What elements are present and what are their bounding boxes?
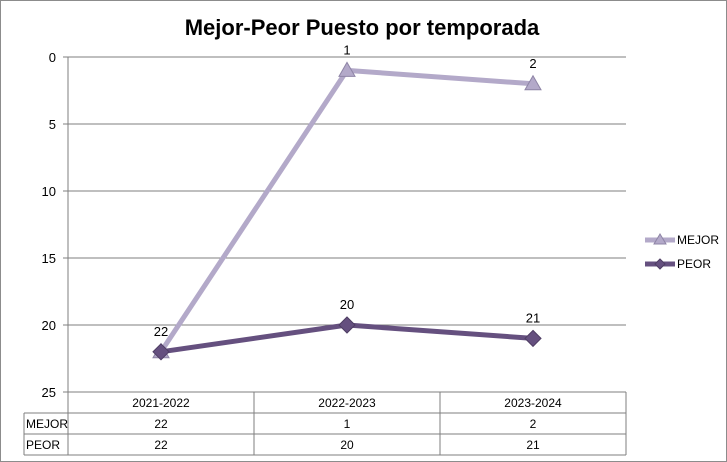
table-cell: 22 [154,417,168,431]
table-cell: 21 [526,438,540,452]
data-label: 21 [526,310,540,325]
y-tick-label: 20 [42,318,56,333]
legend-marker-peor [654,258,666,270]
table-cell: 2 [530,417,537,431]
x-category-label: 2023-2024 [504,396,562,410]
marker-mejor [338,61,356,77]
y-tick-label: 15 [42,251,56,266]
table-cell: 22 [154,438,168,452]
y-tick-label: 5 [49,117,56,132]
x-category-label: 2022-2023 [318,396,376,410]
legend: MEJOR PEOR [645,233,719,271]
y-axis: 0 5 10 15 20 25 [42,50,69,400]
gridlines [68,56,626,393]
data-label: 2 [529,56,536,71]
table-cell: 20 [340,438,354,452]
chart-title: Mejor-Peor Puesto por temporada [185,15,540,40]
x-category-label: 2021-2022 [132,396,190,410]
data-label: 22 [154,324,168,339]
marker-peor [524,329,542,348]
y-tick-label: 25 [42,385,56,400]
legend-label-peor: PEOR [677,257,711,271]
marker-peor [338,316,356,334]
legend-marker-mejor [653,233,667,245]
y-tick-label: 0 [49,50,56,65]
plot-series: 22 1 2 20 21 [152,42,542,361]
marker-mejor [524,74,542,91]
data-label: 1 [343,42,350,57]
y-tick-label: 10 [42,184,56,199]
table-row-header: MEJOR [26,417,68,431]
marker-peor [152,343,170,361]
legend-label-mejor: MEJOR [677,233,719,247]
data-table: 2021-2022 2022-2023 2023-2024 MEJOR 22 1 2 PEOR… [23,391,627,456]
data-label: 20 [340,297,354,312]
table-cell: 1 [344,417,351,431]
table-row-header: PEOR [26,438,60,452]
